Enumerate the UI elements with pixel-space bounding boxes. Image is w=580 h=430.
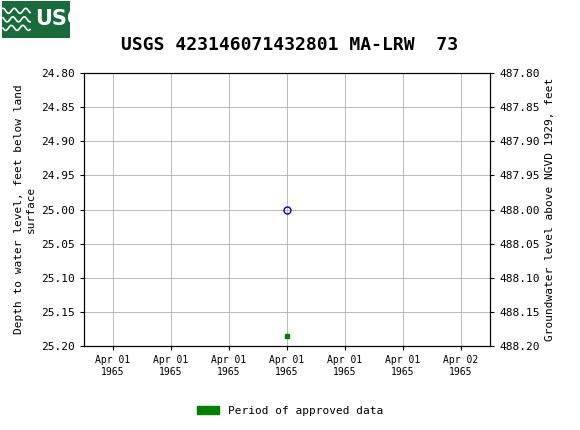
FancyBboxPatch shape xyxy=(2,1,70,38)
Text: USGS: USGS xyxy=(35,9,99,29)
Legend: Period of approved data: Period of approved data xyxy=(193,401,387,420)
Y-axis label: Groundwater level above NGVD 1929, feet: Groundwater level above NGVD 1929, feet xyxy=(545,78,555,341)
Text: USGS 423146071432801 MA-LRW  73: USGS 423146071432801 MA-LRW 73 xyxy=(121,36,459,54)
Y-axis label: Depth to water level, feet below land
surface: Depth to water level, feet below land su… xyxy=(14,85,36,335)
